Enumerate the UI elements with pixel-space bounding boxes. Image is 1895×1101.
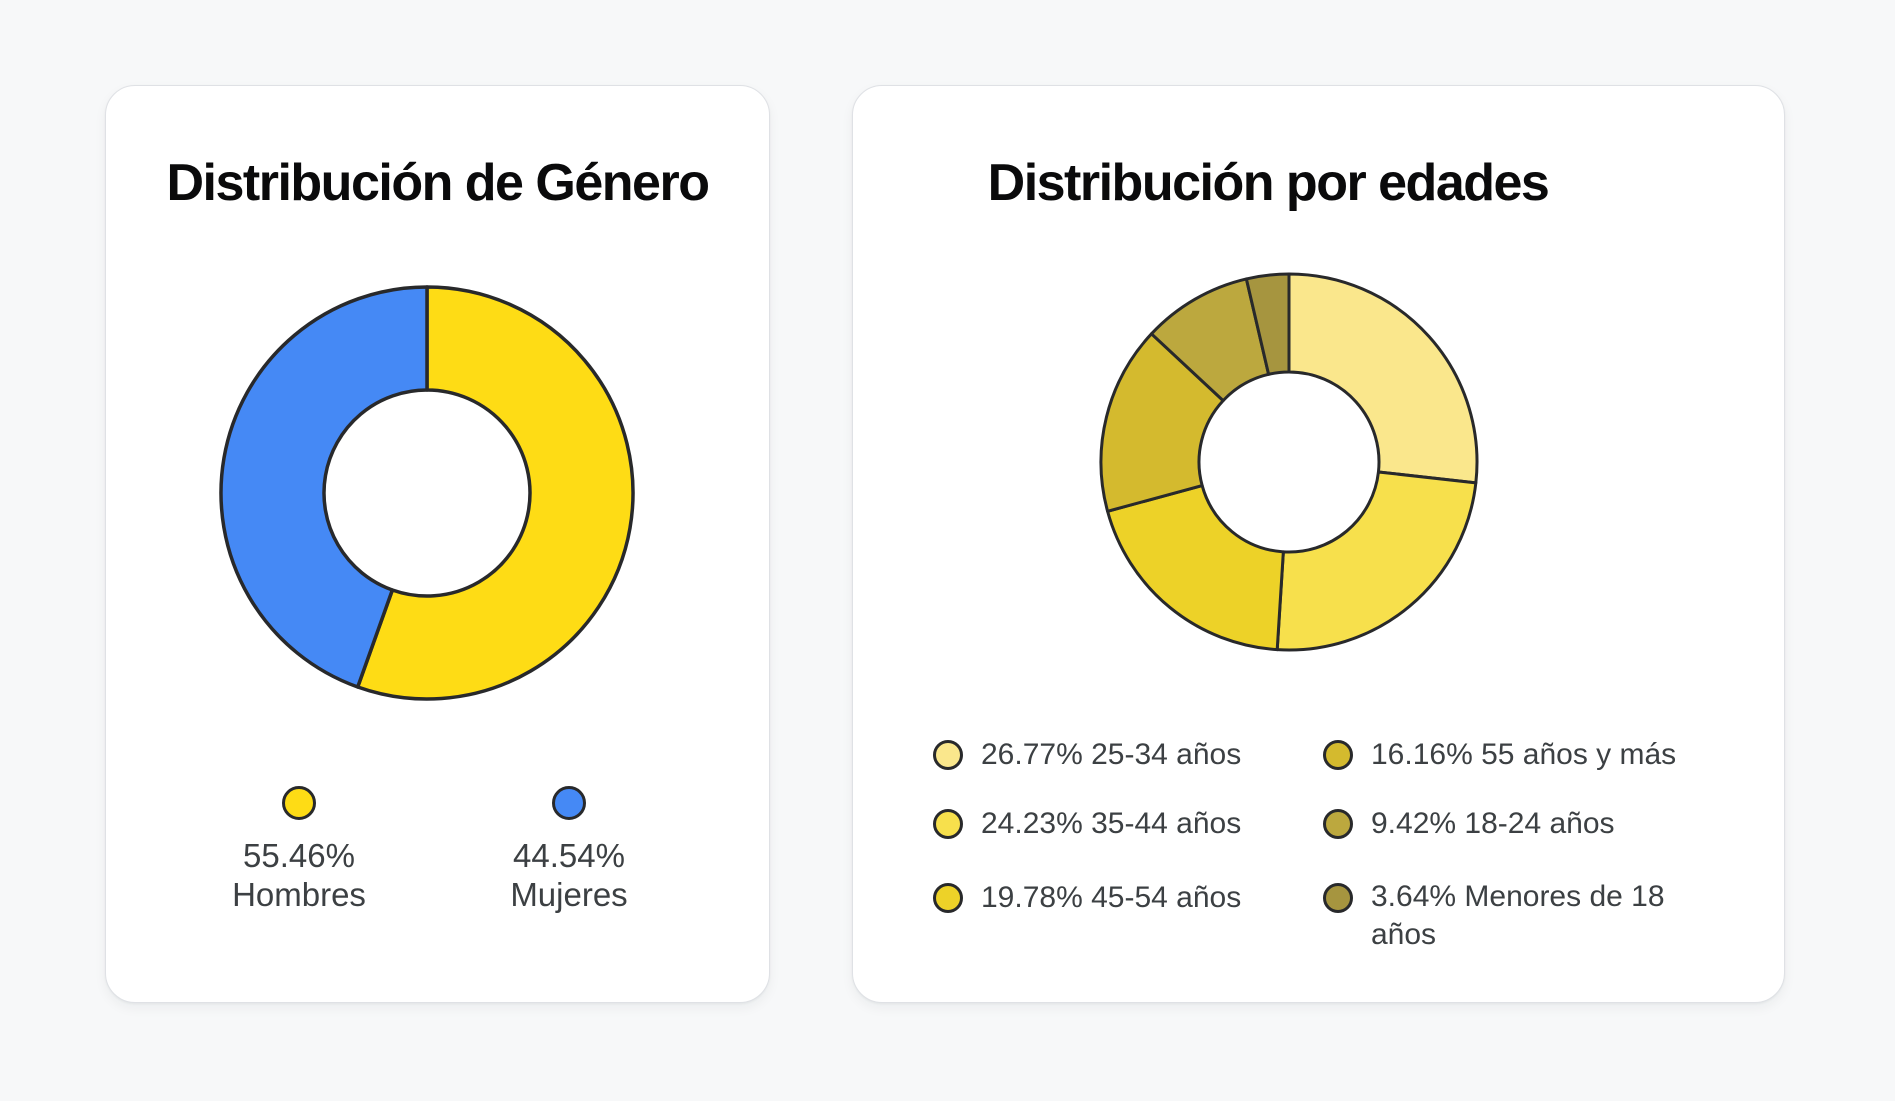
legend-label: 16.16% 55 años y más [1371,738,1677,771]
legend-swatch-55-mas [1323,740,1353,770]
pie-slice-mujeres[interactable] [219,285,429,689]
legend-label: 3.64% Menores de 18 años [1371,878,1665,954]
ages-donut-chart [1099,272,1479,652]
ages-chart-title: Distribución por edades [987,154,1550,212]
legend-item-25-34[interactable]: 26.77% 25-34 años [933,735,1241,775]
legend-item-35-44[interactable]: 24.23% 35-44 años [933,804,1241,844]
pie-slice-25-34-años[interactable] [1287,272,1479,485]
legend-label: Hombres [232,876,366,913]
legend-item-hombres[interactable]: 55.46% Hombres [189,786,409,914]
pie-slice-menores-de-18-años[interactable] [1244,272,1291,376]
legend-label: 26.77% 25-34 años [981,738,1242,771]
legend-label: Mujeres [510,876,628,913]
legend-swatch-35-44 [933,809,963,839]
legend-label-line-2: años [1371,918,1437,951]
legend-percent: 55.46% [243,837,355,874]
pie-slice-35-44-años[interactable] [1275,470,1478,652]
legend-item-55-mas[interactable]: 16.16% 55 años y más [1323,735,1676,775]
age-distribution-card: Distribución por edades 26.77% 25-34 año… [852,85,1785,1003]
legend-swatch-hombres [282,786,316,820]
gender-chart-title: Distribución de Género [166,154,710,212]
legend-swatch-menores-18 [1323,883,1353,913]
legend-item-18-24[interactable]: 9.42% 18-24 años [1323,804,1615,844]
pie-slice-hombres[interactable] [355,285,635,701]
gender-donut-chart [219,285,635,701]
legend-label: 19.78% 45-54 años [981,881,1242,914]
pie-slice-55-años-y-más[interactable] [1099,332,1225,513]
legend-swatch-45-54 [933,883,963,913]
legend-item-menores-18[interactable]: 3.64% Menores de 18 años [1323,878,1665,954]
legend-item-mujeres[interactable]: 44.54% Mujeres [459,786,679,914]
gender-distribution-card: Distribución de Género 55.46% Hombres 44… [105,85,770,1003]
legend-swatch-mujeres [552,786,586,820]
legend-swatch-18-24 [1323,809,1353,839]
legend-item-45-54[interactable]: 19.78% 45-54 años [933,878,1241,918]
pie-slice-45-54-años[interactable] [1106,484,1285,652]
legend-swatch-25-34 [933,740,963,770]
legend-label-line-1: 3.64% Menores de 18 [1371,880,1665,913]
legend-label: 9.42% 18-24 años [1371,807,1615,840]
legend-label: 24.23% 35-44 años [981,807,1242,840]
legend-percent: 44.54% [513,837,625,874]
